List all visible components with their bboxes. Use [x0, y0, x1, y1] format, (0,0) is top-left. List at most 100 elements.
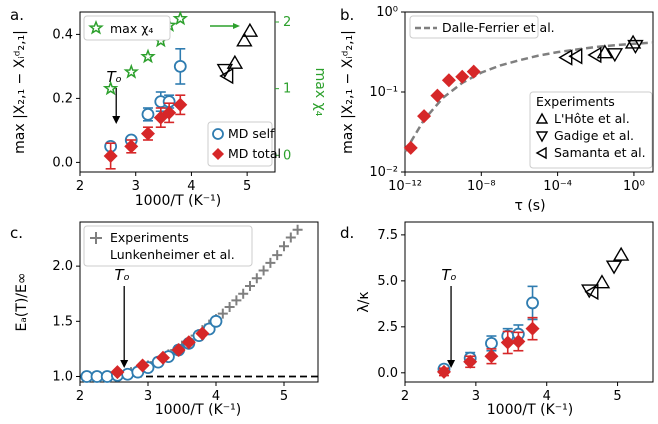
y-tick-label-3-0: 0.0	[377, 366, 398, 381]
point-3-1-5	[525, 321, 540, 336]
panel-b-ylabel: max |X₂,₁ − Xᵢᵈ₂,₁|	[340, 30, 356, 154]
x-tick-label-1-2: 10⁻⁴	[543, 179, 572, 194]
legend-md-total-label: MD total	[228, 146, 281, 161]
legend-gadige-marker	[535, 131, 549, 143]
point-2-0-17	[224, 301, 235, 312]
x-tick-label-1-3: 10⁰	[623, 179, 645, 194]
point-0-2-5	[172, 10, 189, 26]
point-3-1-2	[484, 349, 499, 364]
legend-gadige-label: Gadige et al.	[554, 128, 634, 143]
y-tick-label-0-0: 0.0	[52, 155, 73, 170]
legend-exp-title: Experiments	[536, 94, 615, 109]
point-3-2-3	[605, 260, 623, 275]
x-tick-label-2-1: 3	[144, 389, 152, 404]
panel-d-marks: 2 3 4 5 0.0 2.5 5.0 7.5 Tₒ	[377, 228, 630, 404]
point-0-2-2	[140, 48, 156, 64]
point-2-0-18	[231, 295, 242, 306]
legend-samanta-label: Samanta et al.	[554, 145, 646, 160]
point-0-3-2	[226, 54, 244, 69]
panel-c-marks: 2 3 4 5 1.0 1.5 2.0 Tₒ	[52, 224, 318, 404]
point-1-0-3	[441, 73, 456, 88]
x-tick-label-0-1: 3	[132, 179, 140, 194]
panel-a-legend: MD self MD total max χ₄	[83, 15, 281, 167]
point-3-0-5	[526, 296, 539, 310]
legend-lunk-label-1: Experiments	[110, 230, 189, 245]
To-arrowhead	[447, 360, 456, 368]
legend-lhote-marker	[535, 112, 549, 124]
point-2-2-3	[171, 343, 186, 357]
x-tick-label-3-3: 5	[613, 389, 621, 404]
panel-b: b. max |X₂,₁ − Xᵢᵈ₂,₁| τ (s) 10⁻¹² 10⁻⁸ 10…	[340, 5, 654, 214]
point-0-1-2	[140, 126, 155, 141]
To-annotation: Tₒ	[441, 266, 456, 284]
legend-samanta-marker	[535, 146, 547, 160]
panel-a-chi4-legend-box	[83, 15, 171, 41]
point-0-0-5	[173, 60, 187, 73]
point-2-0-16	[217, 308, 228, 319]
point-2-0-26	[285, 232, 296, 243]
point-3-2-1	[584, 283, 599, 301]
point-0-2-0	[102, 80, 119, 96]
panel-d-xlabel: 1000/T (K⁻¹)	[487, 402, 573, 418]
legend-md-total-marker	[212, 148, 224, 160]
legend-chi4-label: max χ₄	[110, 21, 153, 36]
panel-a-legend-box	[207, 121, 273, 167]
point-1-2-0	[606, 48, 624, 63]
y-tick-label-0-1: 0.2	[52, 91, 73, 106]
point-0-2-1	[123, 63, 140, 79]
panel-c-ylabel: Eₐ(T)/E∞	[14, 272, 30, 331]
legend-lunk-label-2: Lunkenheimer et al.	[110, 247, 235, 262]
point-2-2-4	[181, 335, 196, 350]
point-2-2-5	[195, 326, 210, 341]
panel-a-y2label: max χ₄	[312, 68, 328, 117]
panel-d: d. λ/κ 1000/T (K⁻¹) 2 3 4 5 0.0 2.5 5.0 7.5 Tₒ	[340, 221, 654, 418]
x-tick-label-2-0: 2	[76, 389, 84, 404]
x-tick-label-3-0: 2	[401, 389, 409, 404]
point-2-0-20	[245, 281, 255, 291]
point-2-2-0	[110, 365, 125, 380]
x-tick-label-1-1: 10⁻⁸	[467, 179, 496, 194]
point-2-0-21	[251, 273, 262, 284]
panel-b-legend: Dalle-Ferrier et al. Experiments L'Hôte …	[409, 15, 653, 169]
panel-a-marks: 2 3 4 5 0.0 0.2 0.4 0 1 2 Tₒ	[52, 10, 291, 194]
point-1-3-1	[568, 48, 583, 65]
y2-tick-label-2: 2	[283, 15, 291, 30]
x-tick-label-3-1: 3	[472, 389, 480, 404]
point-3-2-2	[593, 274, 611, 289]
point-3-0-2	[485, 336, 498, 350]
panel-a-ylabel: max |X₂,₁ − Xᵢᵈ₂,₁|	[12, 30, 28, 154]
x-tick-label-2-3: 5	[280, 389, 288, 404]
legend-lunk-marker	[90, 232, 102, 244]
point-0-0-2	[141, 108, 155, 121]
y-tick-label-3-1: 2.5	[377, 320, 398, 335]
y-tick-label-2-0: 1.0	[52, 369, 73, 384]
point-0-1-5	[173, 97, 188, 112]
point-2-0-24	[272, 250, 283, 261]
x-tick-label-0-0: 2	[76, 179, 84, 194]
To-annotation: Tₒ	[115, 266, 130, 284]
point-2-1-4	[121, 367, 134, 381]
point-0-3-1	[219, 67, 234, 85]
point-1-3-2	[587, 46, 602, 64]
To-arrowhead	[120, 360, 129, 368]
panel-a: a. max |X₂,₁ − Xᵢᵈ₂,₁| max χ₄ 1000/T (K⁻…	[10, 6, 328, 209]
panel-c: c. Eₐ(T)/E∞ 1000/T (K⁻¹) 2 3 4 5 1.0 1.5 2.0 Tₒ…	[10, 221, 319, 418]
point-1-0-4	[455, 69, 470, 84]
point-0-3-4	[241, 22, 259, 37]
point-2-0-23	[265, 257, 276, 268]
point-0-1-0	[103, 149, 118, 163]
point-2-2-1	[135, 358, 150, 373]
panel-c-frame	[79, 221, 319, 383]
To-annotation: Tₒ	[107, 68, 122, 86]
legend-md-self-label: MD self	[228, 126, 275, 141]
point-3-2-4	[612, 246, 630, 261]
point-2-0-22	[258, 265, 269, 276]
x-tick-label-0-2: 4	[187, 179, 195, 194]
legend-md-self-marker	[212, 128, 224, 140]
panel-c-xlabel: 1000/T (K⁻¹)	[155, 402, 241, 418]
point-2-1-13	[209, 314, 223, 328]
legend-lhote-label: L'Hôte et al.	[554, 111, 630, 126]
point-0-3-3	[236, 32, 253, 47]
y-tick-label-1-0: 10⁻²	[369, 165, 398, 180]
panel-a-label: a.	[10, 6, 24, 24]
